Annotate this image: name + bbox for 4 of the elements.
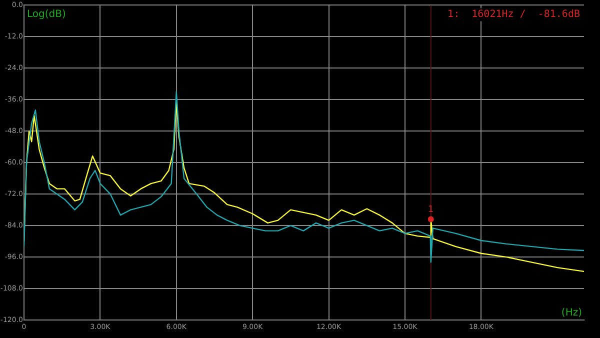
x-axis-title: (Hz) — [561, 308, 582, 319]
y-axis-title: Log(dB) — [27, 8, 66, 20]
annotation: 1: 16021Hz / -81.6dB — [448, 8, 580, 20]
annotation: 1 — [428, 205, 434, 216]
